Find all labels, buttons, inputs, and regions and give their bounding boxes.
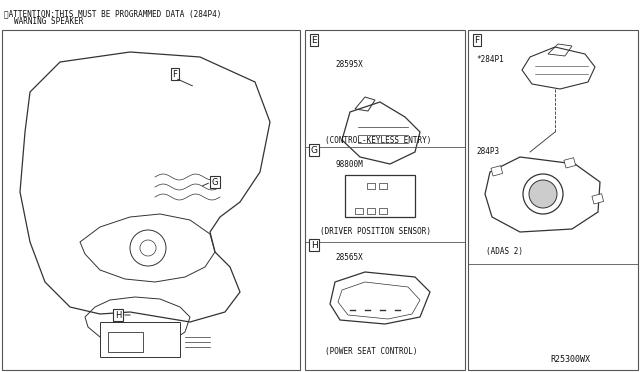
Bar	[305, 30, 465, 370]
Bar	[564, 158, 575, 168]
Text: 284P3: 284P3	[476, 147, 499, 156]
Text: G: G	[212, 177, 218, 186]
Text: 28595X: 28595X	[335, 60, 363, 69]
Bar	[355, 208, 363, 214]
Bar	[2, 30, 300, 370]
Bar	[367, 208, 375, 214]
Bar	[468, 30, 638, 370]
Bar	[367, 183, 375, 189]
Text: F: F	[173, 70, 177, 78]
Text: 28565X: 28565X	[335, 253, 363, 262]
Text: *284P1: *284P1	[476, 55, 504, 64]
Bar	[345, 175, 415, 217]
Text: 98800M: 98800M	[335, 160, 363, 169]
Bar	[379, 208, 387, 214]
Text: E: E	[311, 35, 317, 45]
Text: H: H	[115, 311, 121, 320]
Circle shape	[529, 180, 557, 208]
Bar	[379, 183, 387, 189]
Text: (POWER SEAT CONTROL): (POWER SEAT CONTROL)	[325, 347, 417, 356]
Text: G: G	[310, 145, 317, 154]
Text: ※ATTENTION:THIS MUST BE PROGRAMMED DATA (284P4): ※ATTENTION:THIS MUST BE PROGRAMMED DATA …	[4, 9, 221, 18]
Bar	[108, 332, 143, 352]
Bar	[100, 322, 180, 357]
Text: (CONTROL-KEYLESS ENTRY): (CONTROL-KEYLESS ENTRY)	[325, 136, 431, 145]
Text: WARNING SPEAKER: WARNING SPEAKER	[14, 17, 83, 26]
Text: (ADAS 2): (ADAS 2)	[486, 247, 523, 256]
Text: H: H	[310, 241, 317, 250]
Text: (DRIVER POSITION SENSOR): (DRIVER POSITION SENSOR)	[320, 227, 431, 236]
Bar	[592, 194, 604, 204]
Text: F: F	[474, 35, 479, 45]
Text: R25300WX: R25300WX	[550, 355, 590, 364]
Bar	[491, 166, 502, 176]
